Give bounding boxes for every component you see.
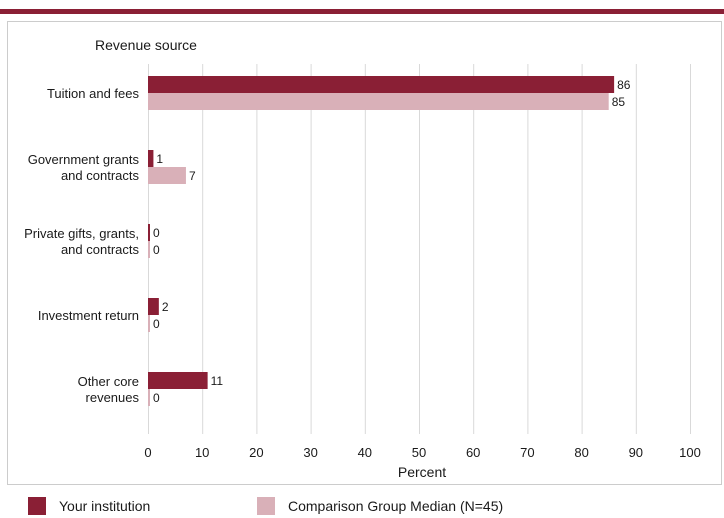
x-tick-label-3: 30 — [303, 445, 317, 460]
x-tick-label-8: 80 — [574, 445, 588, 460]
category-label-2-1: and contracts — [61, 242, 140, 257]
data-label-comparison-1: 7 — [189, 169, 196, 183]
chart-legend: Your institution Comparison Group Median… — [0, 497, 724, 518]
x-tick-label-10: 100 — [679, 445, 701, 460]
category-label-4-0: Other core — [78, 374, 139, 389]
category-label-1-0: Government grants — [28, 152, 140, 167]
bar-comparison-1 — [148, 167, 186, 184]
category-label-1-1: and contracts — [61, 168, 140, 183]
data-label-institution-0: 86 — [617, 78, 631, 92]
x-tick-label-7: 70 — [520, 445, 534, 460]
top-accent-rule — [0, 9, 724, 14]
bar-comparison-4 — [148, 389, 150, 406]
bar-institution-1 — [148, 150, 154, 167]
bar-institution-3 — [148, 298, 159, 315]
data-label-comparison-0: 85 — [612, 95, 626, 109]
bar-institution-0 — [148, 76, 615, 93]
data-label-comparison-2: 0 — [153, 243, 160, 257]
bar-comparison-0 — [148, 93, 609, 110]
legend-item-your-institution: Your institution — [28, 497, 150, 515]
x-tick-label-1: 10 — [195, 445, 209, 460]
category-label-3-0: Investment return — [38, 308, 139, 323]
x-tick-label-6: 60 — [466, 445, 480, 460]
x-axis-title: Percent — [398, 464, 446, 480]
data-label-comparison-3: 0 — [153, 317, 160, 331]
data-label-comparison-4: 0 — [153, 391, 160, 405]
bar-institution-2 — [148, 224, 150, 241]
x-tick-label-9: 90 — [629, 445, 643, 460]
category-label-2-0: Private gifts, grants, — [24, 226, 139, 241]
revenue-source-bar-chart: Revenue source 86 85 Tuition and fees 1 7 Gove… — [24, 37, 701, 480]
chart-panel: Revenue source 86 85 Tuition and fees 1 7 Gove… — [7, 21, 722, 485]
legend-item-comparison-group: Comparison Group Median (N=45) — [257, 497, 503, 515]
legend-label-your-institution: Your institution — [59, 498, 151, 514]
y-axis-title: Revenue source — [95, 37, 197, 53]
data-label-institution-2: 0 — [153, 226, 160, 240]
data-label-institution-4: 11 — [211, 374, 224, 388]
bar-institution-4 — [148, 372, 208, 389]
data-label-institution-1: 1 — [156, 152, 163, 166]
x-tick-label-0: 0 — [144, 445, 151, 460]
legend-label-comparison-group: Comparison Group Median (N=45) — [288, 498, 504, 514]
data-label-institution-3: 2 — [162, 300, 169, 314]
legend-swatch-comparison-group — [257, 497, 275, 515]
bar-comparison-2 — [148, 241, 150, 258]
category-label-0-0: Tuition and fees — [47, 86, 140, 101]
legend-swatch-your-institution — [28, 497, 46, 515]
bar-comparison-3 — [148, 315, 150, 332]
x-tick-label-4: 40 — [358, 445, 372, 460]
category-label-4-1: revenues — [86, 390, 140, 405]
x-tick-label-2: 20 — [249, 445, 263, 460]
x-tick-label-5: 50 — [412, 445, 426, 460]
